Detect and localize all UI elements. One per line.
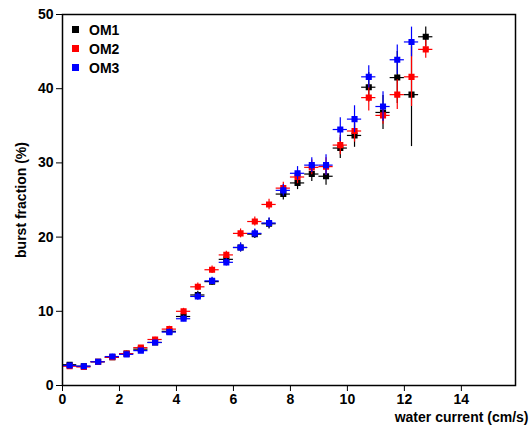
svg-text:water current (cm/s): water current (cm/s) bbox=[394, 409, 529, 425]
svg-text:50: 50 bbox=[38, 6, 54, 22]
svg-text:10: 10 bbox=[340, 391, 356, 407]
svg-text:14: 14 bbox=[454, 391, 470, 407]
svg-text:0: 0 bbox=[59, 391, 67, 407]
svg-text:10: 10 bbox=[38, 303, 54, 319]
svg-text:8: 8 bbox=[287, 391, 295, 407]
html-text:OM2: OM2 bbox=[89, 40, 120, 57]
html-text:OM1: OM1 bbox=[89, 21, 120, 38]
svg-text:40: 40 bbox=[38, 80, 54, 96]
svg-text:30: 30 bbox=[38, 154, 54, 170]
svg-text:20: 20 bbox=[38, 229, 54, 245]
svg-text:4: 4 bbox=[173, 391, 181, 407]
svg-text:0: 0 bbox=[46, 377, 54, 393]
svg-text:6: 6 bbox=[230, 391, 238, 407]
svg-text:burst fraction (%): burst fraction (%) bbox=[13, 142, 29, 258]
svg-text:12: 12 bbox=[397, 391, 413, 407]
html-text:OM3: OM3 bbox=[89, 59, 120, 76]
svg-text:2: 2 bbox=[116, 391, 124, 407]
